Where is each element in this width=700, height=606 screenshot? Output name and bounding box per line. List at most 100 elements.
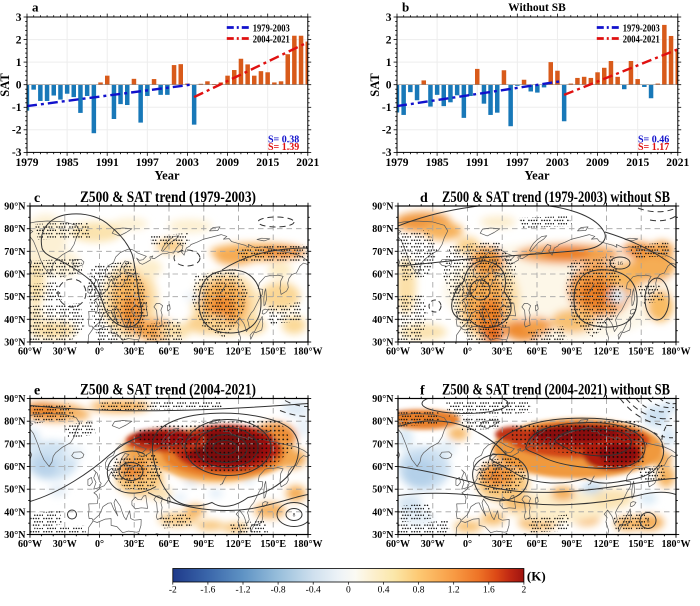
- svg-text:Year: Year: [155, 168, 180, 182]
- svg-text:60°E: 60°E: [159, 539, 180, 550]
- svg-text:60°E: 60°E: [159, 347, 180, 358]
- svg-text:Without SB: Without SB: [508, 2, 566, 14]
- svg-text:S= 0.38: S= 0.38: [268, 135, 299, 146]
- svg-text:30°E: 30°E: [124, 539, 145, 550]
- svg-text:-1.6: -1.6: [200, 586, 215, 596]
- svg-text:2004-2021: 2004-2021: [253, 35, 290, 46]
- svg-text:60°N: 60°N: [372, 270, 394, 281]
- svg-text:2003: 2003: [546, 157, 569, 169]
- svg-text:S= 1.39: S= 1.39: [268, 142, 299, 153]
- svg-text:60°N: 60°N: [4, 462, 26, 473]
- svg-text:0°: 0°: [463, 347, 472, 358]
- svg-text:SAT: SAT: [368, 73, 382, 97]
- svg-text:-3: -3: [12, 147, 22, 159]
- svg-text:1: 1: [16, 57, 22, 69]
- svg-text:150°E: 150°E: [260, 539, 286, 550]
- svg-text:180°W: 180°W: [294, 347, 323, 358]
- svg-text:1.6: 1.6: [483, 586, 495, 596]
- svg-text:2021: 2021: [666, 157, 689, 169]
- svg-text:2: 2: [522, 586, 527, 596]
- svg-text:0°: 0°: [95, 539, 104, 550]
- svg-text:Z500 & SAT trend (2004-2021) w: Z500 & SAT trend (2004-2021) without SB: [442, 382, 670, 399]
- svg-text:Z500 & SAT trend (1979-2003): Z500 & SAT trend (1979-2003): [80, 189, 256, 206]
- svg-text:180°W: 180°W: [662, 347, 691, 358]
- svg-text:30°N: 30°N: [4, 338, 26, 349]
- svg-text:30°W: 30°W: [421, 347, 445, 358]
- svg-text:2021: 2021: [296, 157, 319, 169]
- svg-text:30°E: 30°E: [492, 539, 513, 550]
- svg-text:-3: -3: [382, 147, 392, 159]
- svg-text:0°: 0°: [463, 539, 472, 550]
- svg-text:1979-2003: 1979-2003: [253, 24, 290, 35]
- svg-text:40°N: 40°N: [372, 507, 394, 518]
- svg-text:90°E: 90°E: [561, 347, 582, 358]
- svg-text:a: a: [32, 0, 39, 15]
- svg-text:30°W: 30°W: [53, 539, 77, 550]
- svg-text:1997: 1997: [506, 157, 529, 169]
- svg-text:1979: 1979: [386, 157, 409, 169]
- svg-text:60°N: 60°N: [372, 462, 394, 473]
- svg-text:0: 0: [346, 586, 351, 596]
- svg-text:70°N: 70°N: [4, 247, 26, 258]
- svg-text:30°E: 30°E: [492, 347, 513, 358]
- svg-text:50°N: 50°N: [372, 292, 394, 303]
- svg-text:1979: 1979: [16, 157, 39, 169]
- svg-text:-1.2: -1.2: [235, 586, 250, 596]
- svg-text:-1: -1: [12, 102, 22, 114]
- svg-text:8: 8: [293, 513, 296, 519]
- svg-text:16: 16: [187, 455, 193, 461]
- svg-text:Year: Year: [525, 168, 550, 182]
- svg-text:1991: 1991: [466, 157, 489, 169]
- svg-text:2: 2: [386, 34, 392, 46]
- svg-text:40°N: 40°N: [4, 507, 26, 518]
- svg-text:Z500 & SAT trend (1979-2003) w: Z500 & SAT trend (1979-2003) without SB: [442, 189, 670, 206]
- svg-text:90°N: 90°N: [372, 202, 394, 213]
- svg-text:8: 8: [647, 519, 650, 525]
- svg-text:SAT: SAT: [0, 73, 12, 97]
- svg-text:1.2: 1.2: [448, 586, 460, 596]
- svg-text:(K): (K): [527, 569, 546, 584]
- svg-text:2: 2: [16, 34, 22, 46]
- svg-text:150°E: 150°E: [628, 347, 654, 358]
- svg-text:2003: 2003: [176, 157, 199, 169]
- svg-text:30°E: 30°E: [124, 347, 145, 358]
- svg-text:16: 16: [533, 431, 539, 437]
- svg-text:120°E: 120°E: [594, 539, 620, 550]
- svg-text:2009: 2009: [586, 157, 609, 169]
- svg-text:3: 3: [386, 12, 392, 24]
- svg-text:2015: 2015: [626, 157, 649, 169]
- svg-text:b: b: [402, 0, 409, 15]
- svg-text:150°E: 150°E: [260, 347, 286, 358]
- svg-text:150°E: 150°E: [628, 539, 654, 550]
- svg-text:-0.8: -0.8: [271, 586, 286, 596]
- svg-text:50°N: 50°N: [4, 292, 26, 303]
- svg-text:30°N: 30°N: [372, 338, 394, 349]
- svg-text:1997: 1997: [136, 157, 159, 169]
- svg-text:30°N: 30°N: [372, 530, 394, 541]
- svg-text:40°N: 40°N: [372, 315, 394, 326]
- svg-text:16: 16: [617, 261, 623, 267]
- svg-text:d: d: [420, 191, 428, 206]
- svg-text:3: 3: [16, 12, 22, 24]
- svg-text:1: 1: [386, 57, 392, 69]
- svg-text:180°W: 180°W: [662, 539, 691, 550]
- svg-text:80°N: 80°N: [4, 417, 26, 428]
- svg-text:1979-2003: 1979-2003: [623, 24, 660, 35]
- svg-text:0°: 0°: [95, 347, 104, 358]
- svg-text:40°N: 40°N: [4, 315, 26, 326]
- svg-text:1985: 1985: [56, 157, 79, 169]
- svg-text:c: c: [34, 191, 40, 206]
- svg-text:2015: 2015: [256, 157, 279, 169]
- svg-text:30°N: 30°N: [4, 530, 26, 541]
- svg-text:-2: -2: [382, 125, 392, 137]
- svg-text:60°W: 60°W: [386, 539, 410, 550]
- svg-text:-1: -1: [382, 102, 392, 114]
- svg-text:S= 0.46: S= 0.46: [638, 135, 669, 146]
- svg-text:60°W: 60°W: [18, 539, 42, 550]
- svg-text:-2: -2: [12, 125, 22, 137]
- svg-text:f: f: [420, 384, 425, 399]
- svg-text:70°N: 70°N: [372, 439, 394, 450]
- svg-text:80°N: 80°N: [372, 224, 394, 235]
- svg-text:2004-2021: 2004-2021: [623, 35, 660, 46]
- svg-text:60°N: 60°N: [4, 270, 26, 281]
